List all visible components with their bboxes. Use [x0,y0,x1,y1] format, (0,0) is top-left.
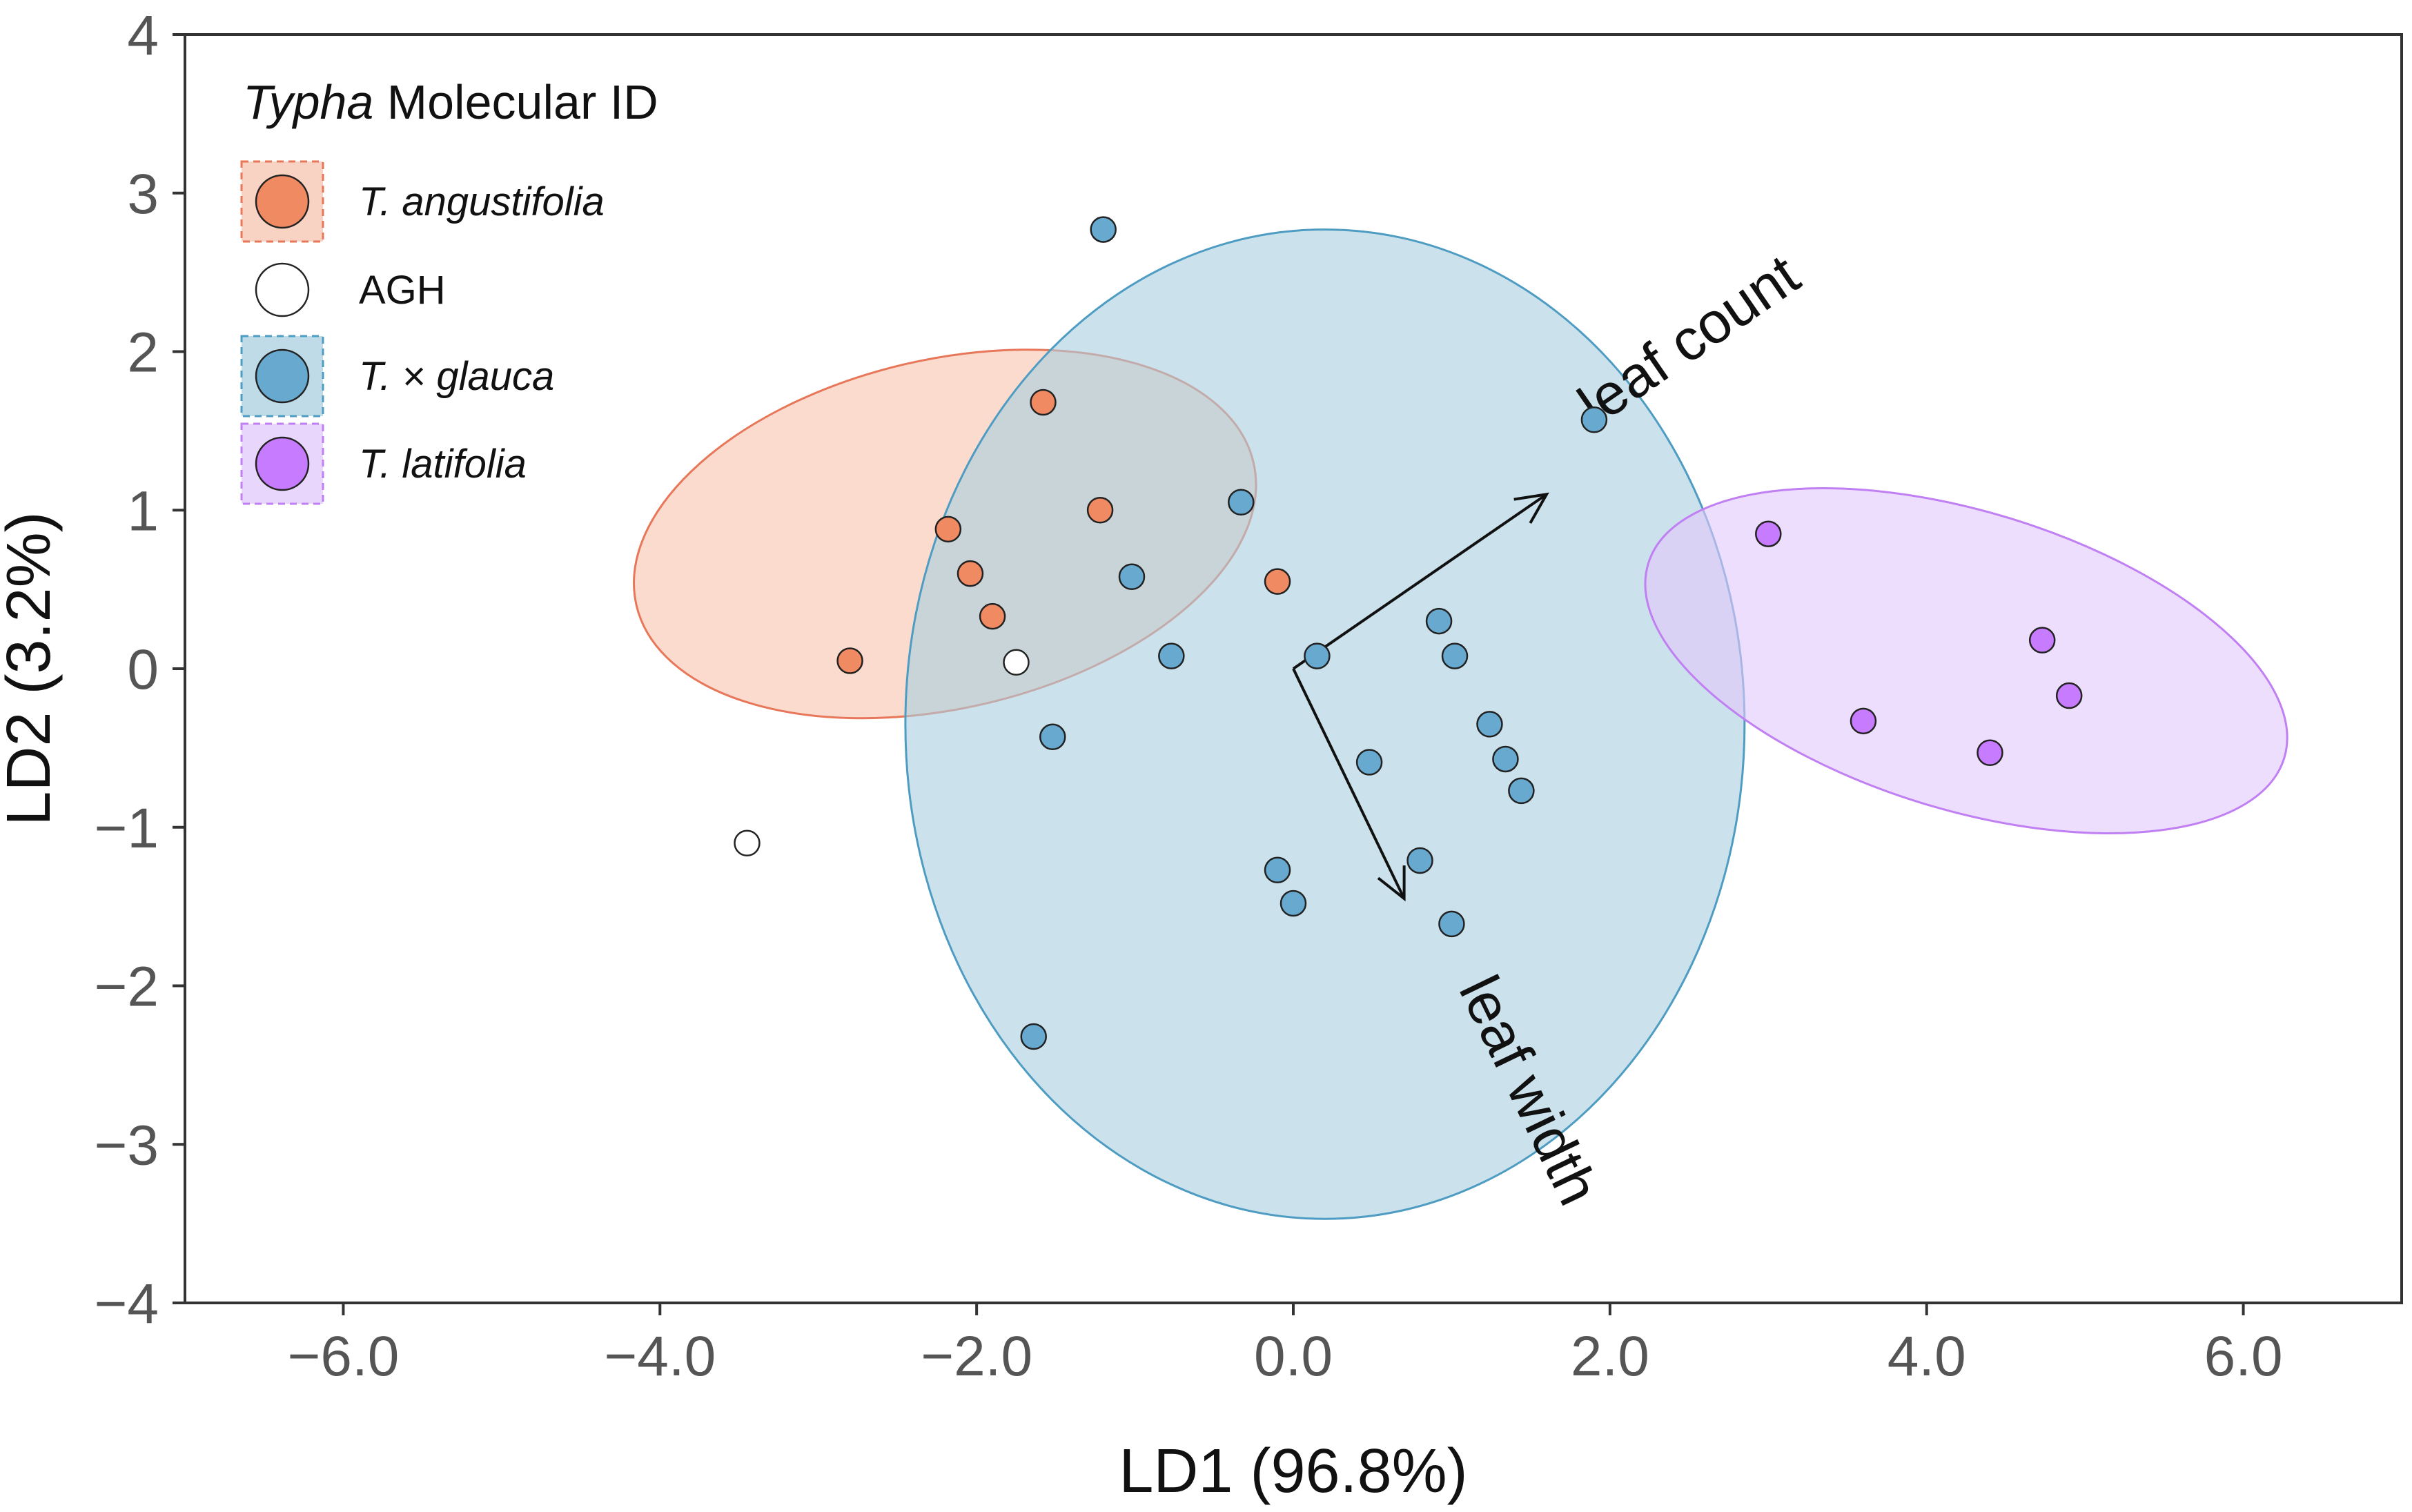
legend-marker [255,262,310,317]
loading-arrow-head [1377,865,1406,902]
x-tick-label: 0.0 [1254,1325,1333,1388]
y-tick-label: 2 [127,322,159,384]
legend-title: Typha Molecular ID [243,75,658,129]
y-axis-title: LD2 (3.2%) [0,511,63,825]
x-tick-label: −2.0 [921,1325,1032,1388]
data-point [1030,389,1057,416]
data-point [1039,723,1066,751]
x-tick-label: 6.0 [2204,1325,2283,1388]
x-tick-label: −4.0 [604,1325,716,1388]
legend-marker [255,348,310,404]
data-point [1228,489,1255,516]
data-point [1508,777,1535,805]
data-point [2055,682,2083,709]
data-point [1355,749,1383,776]
confidence-ellipse [1644,487,2288,835]
data-point [1580,406,1608,433]
data-point [1406,847,1433,874]
data-point [1755,520,1782,547]
loading-label: leaf count [1567,242,1810,438]
data-point [2028,627,2056,654]
y-tick-label: −1 [95,797,159,860]
y-tick-label: −3 [95,1114,159,1177]
data-point [836,647,863,674]
data-point [1279,890,1307,917]
legend: Typha Molecular ID T. angustifolia AGH T. … [240,75,658,505]
data-point [1492,745,1519,773]
y-tick-label: 4 [127,4,159,67]
data-point [1090,216,1117,243]
data-point [1441,642,1469,669]
y-tick-label: −2 [95,956,159,1019]
data-point [734,829,761,856]
data-point [1850,707,1877,735]
data-point [1020,1023,1047,1050]
y-tick-label: 0 [127,638,159,701]
data-points [734,216,2083,1050]
data-point [934,516,962,543]
x-tick-label: −6.0 [287,1325,399,1388]
data-point [1425,607,1453,635]
legend-label: AGH [359,268,446,313]
loading-arrow-line [1292,668,1406,900]
data-point [1158,642,1185,669]
loading-arrow-line [1292,493,1548,670]
x-tick-label: 2.0 [1571,1325,1649,1388]
data-point [979,602,1006,630]
data-point [1086,497,1114,524]
data-point [957,560,984,587]
data-point [1977,739,2003,767]
legend-label: T. × glauca [359,354,554,399]
data-point [1304,642,1331,669]
loading-arrow-head [1513,492,1549,524]
data-point [1003,649,1030,676]
data-point [1264,856,1291,884]
y-tick-label: −4 [95,1273,159,1335]
legend-marker [255,174,310,229]
data-point [1118,563,1146,590]
legend-marker [255,436,310,491]
data-point [1264,568,1291,595]
y-tick-label: 1 [127,480,159,542]
legend-title-genus: Typha [243,75,373,129]
legend-label: T. latifolia [359,442,527,487]
x-tick-label: 4.0 [1888,1325,1966,1388]
data-point [1438,910,1465,938]
data-point [1476,711,1503,738]
ellipses-layer [633,228,2288,1220]
confidence-ellipse [904,228,1746,1220]
legend-title-rest: Molecular ID [373,75,658,129]
y-tick-label: 3 [127,163,159,226]
axis-ticks: −6.0 −4.0 −2.0 0.0 2.0 4.0 6.0 −4 −3 −2 −1 0 1 2 3 4 [95,4,2283,1388]
legend-label: T. angustifolia [359,179,605,224]
x-axis-title: LD1 (96.8%) [1119,1437,1467,1506]
